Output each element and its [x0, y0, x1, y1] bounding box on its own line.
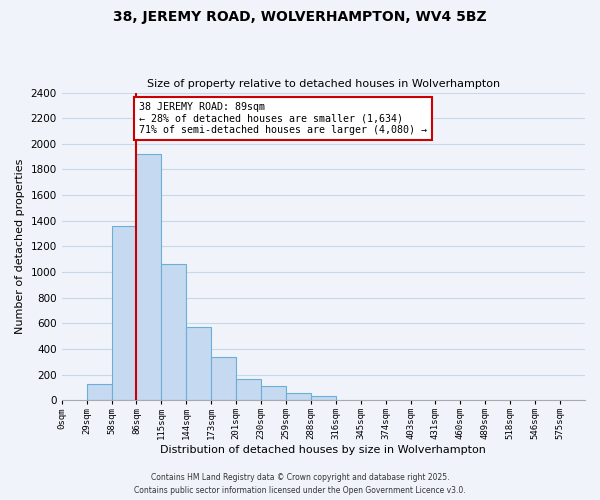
- Title: Size of property relative to detached houses in Wolverhampton: Size of property relative to detached ho…: [147, 79, 500, 89]
- Bar: [186, 327, 211, 400]
- Bar: [86, 384, 112, 400]
- Y-axis label: Number of detached properties: Number of detached properties: [15, 158, 25, 334]
- Text: 38 JEREMY ROAD: 89sqm
← 28% of detached houses are smaller (1,634)
71% of semi-d: 38 JEREMY ROAD: 89sqm ← 28% of detached …: [139, 102, 427, 134]
- Bar: [311, 396, 336, 400]
- Bar: [161, 264, 186, 400]
- Bar: [236, 379, 261, 400]
- Bar: [261, 386, 286, 400]
- Bar: [136, 154, 161, 400]
- Bar: [112, 226, 136, 400]
- Bar: [286, 392, 311, 400]
- Bar: [211, 356, 236, 400]
- Text: 38, JEREMY ROAD, WOLVERHAMPTON, WV4 5BZ: 38, JEREMY ROAD, WOLVERHAMPTON, WV4 5BZ: [113, 10, 487, 24]
- X-axis label: Distribution of detached houses by size in Wolverhampton: Distribution of detached houses by size …: [160, 445, 486, 455]
- Text: Contains HM Land Registry data © Crown copyright and database right 2025.
Contai: Contains HM Land Registry data © Crown c…: [134, 474, 466, 495]
